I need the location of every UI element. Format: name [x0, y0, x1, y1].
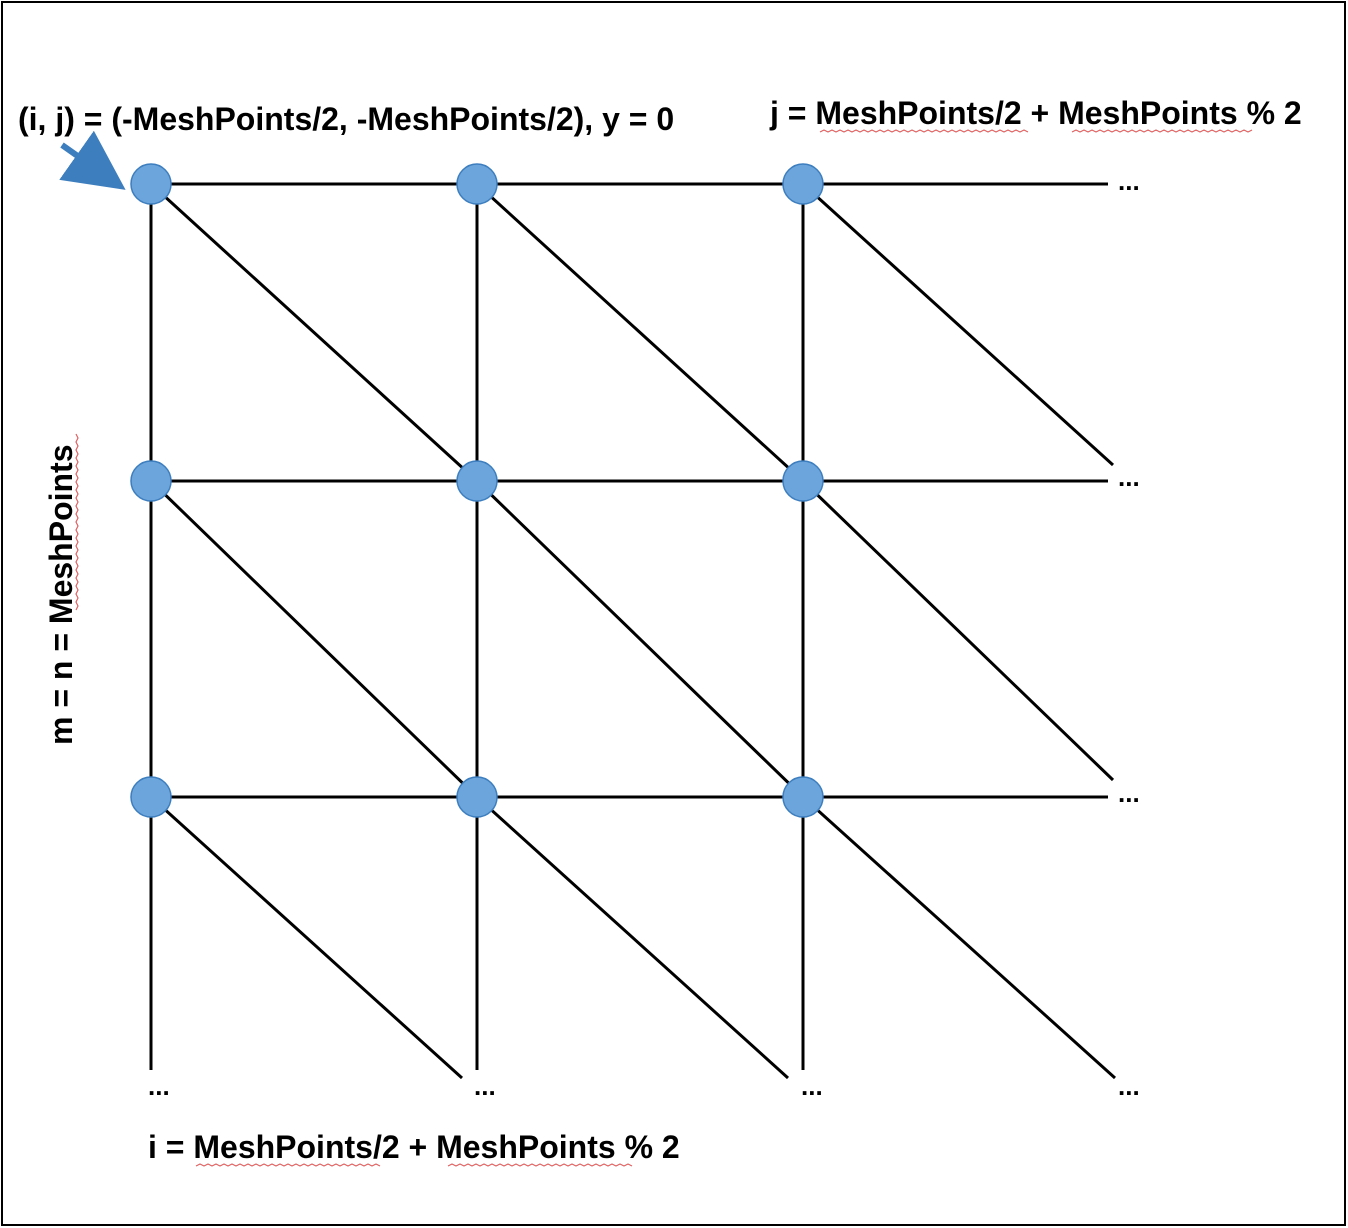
mesh-node-r2-c1	[130, 460, 172, 502]
diagonal-edge-2	[475, 182, 805, 483]
ellipsis-col-2: ...	[474, 1071, 496, 1101]
diagonal-edge-3	[801, 182, 1115, 467]
ellipsis-col-3: ...	[801, 1071, 823, 1101]
ellipsis-row-3: ...	[1118, 778, 1140, 808]
diagonal-edge-5	[475, 479, 805, 799]
diagonal-edge-8	[475, 795, 790, 1080]
mesh-node-r3-c3	[782, 776, 824, 818]
squiggle-j-meshpoints-1	[819, 129, 1029, 133]
mesh-node-r2-c2	[456, 460, 498, 502]
ellipsis-col-4: ...	[1118, 1071, 1140, 1101]
spellcheck-underlines	[75, 129, 1253, 1167]
mesh-node-r2-c3	[782, 460, 824, 502]
j-limit-label: j = MeshPoints/2 + MeshPoints % 2	[769, 95, 1302, 131]
arrow-icon	[59, 130, 126, 190]
diagonal-edge-9	[801, 795, 1117, 1080]
origin-label: (i, j) = (-MeshPoints/2, -MeshPoints/2),…	[18, 101, 674, 137]
mesh-node-r1-c1	[130, 163, 172, 205]
mesh-size-label: m = n = MeshPoints	[43, 444, 79, 745]
mesh-node-r1-c3	[782, 163, 824, 205]
ellipsis-row-1: ...	[1118, 166, 1140, 196]
ellipsis-col-1: ...	[148, 1071, 170, 1101]
diagonal-edge-1	[149, 182, 479, 483]
continuation-markers: .....................	[148, 166, 1140, 1101]
mesh-node-r1-c2	[456, 163, 498, 205]
squiggle-i-meshpoints-2	[447, 1163, 633, 1167]
diagonal-edge-4	[149, 479, 479, 799]
ellipsis-row-2: ...	[1118, 462, 1140, 492]
diagonal-edge-7	[149, 795, 464, 1080]
mesh-node-r3-c2	[456, 776, 498, 818]
mesh-node-r3-c1	[130, 776, 172, 818]
diagonal-edge-6	[801, 479, 1115, 782]
squiggle-mesh-size	[75, 433, 79, 611]
squiggle-i-meshpoints-1	[195, 1163, 381, 1167]
mesh-nodes	[130, 163, 824, 818]
i-limit-label: i = MeshPoints/2 + MeshPoints % 2	[148, 1129, 680, 1165]
mesh-edges	[149, 182, 1117, 1080]
squiggle-j-meshpoints-2	[1071, 129, 1253, 133]
